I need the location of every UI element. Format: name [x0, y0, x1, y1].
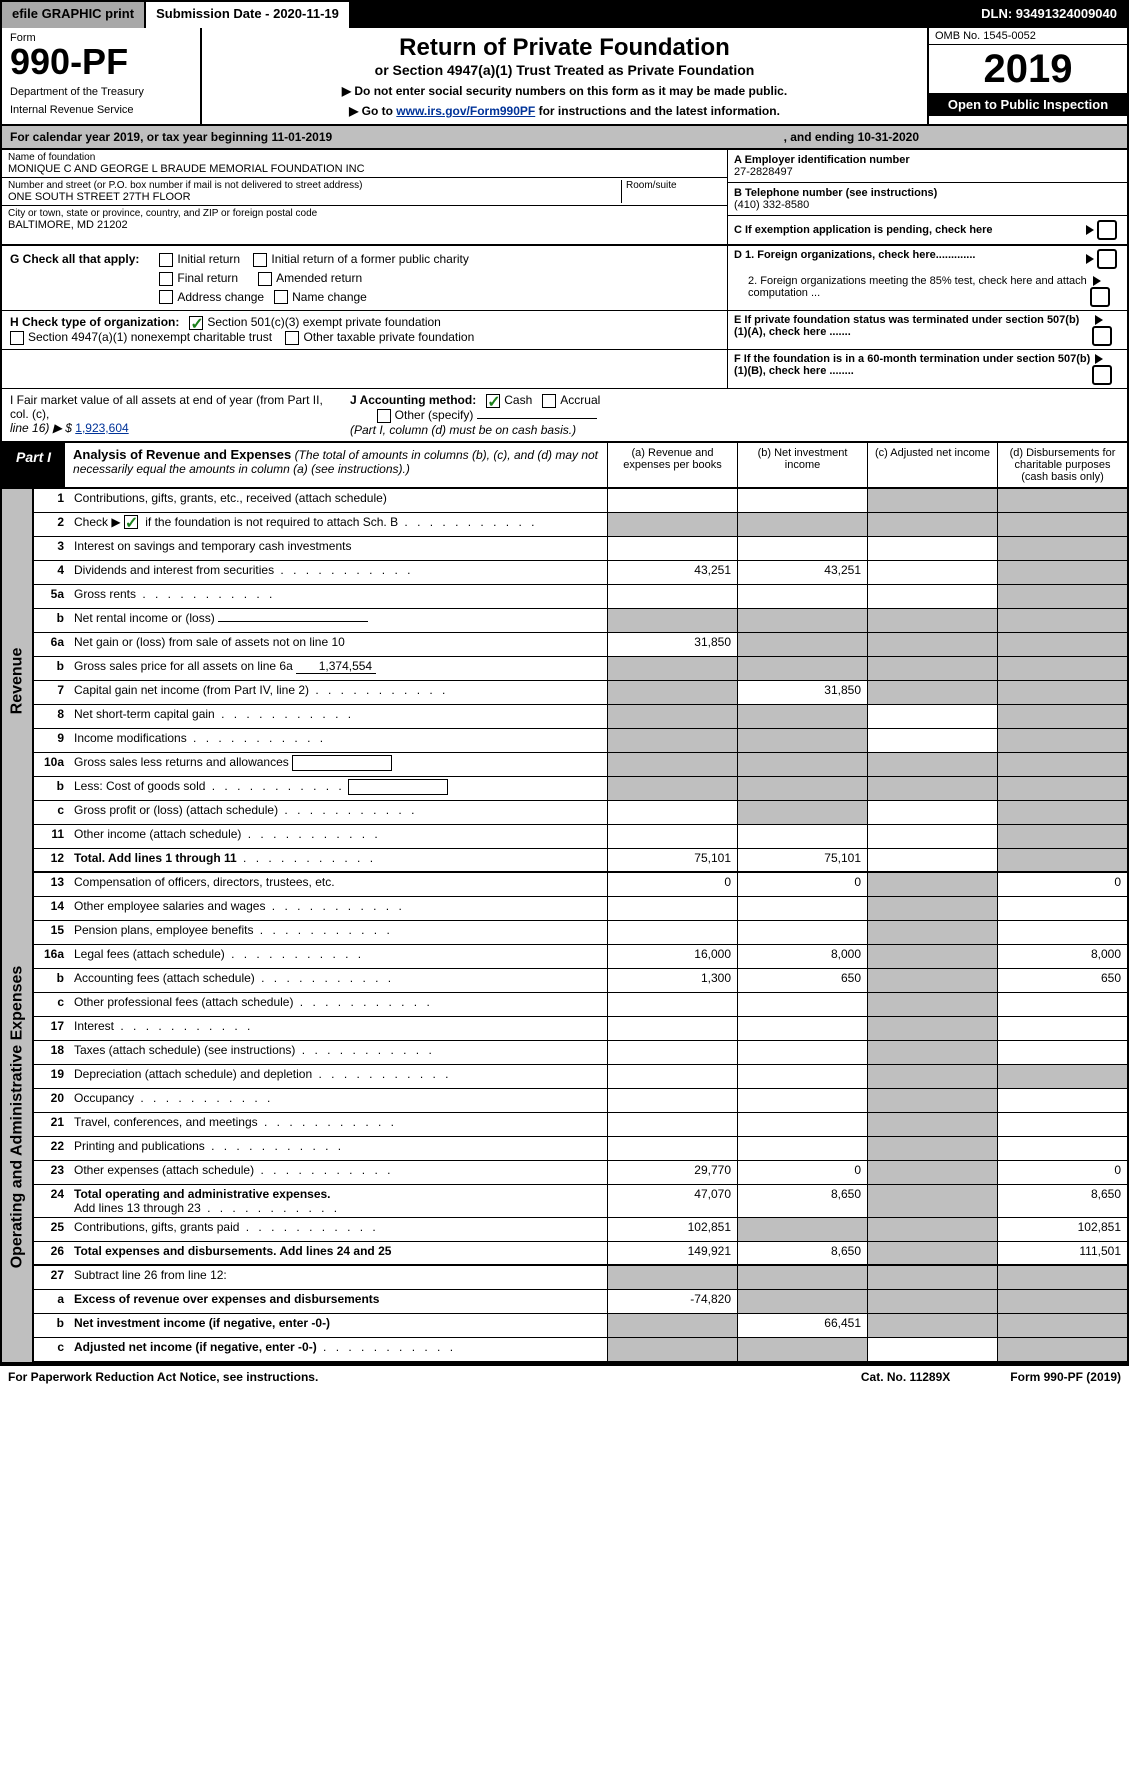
expenses-side: Operating and Administrative Expenses [8, 966, 26, 1269]
name-label: Name of foundation [8, 152, 721, 163]
g-label: G Check all that apply: [10, 252, 139, 304]
calendar-row: For calendar year 2019, or tax year begi… [2, 126, 1127, 150]
h-other-taxable[interactable] [285, 331, 299, 345]
addr-label: Number and street (or P.O. box number if… [8, 180, 621, 191]
telephone: (410) 332-8580 [734, 199, 809, 211]
f-checkbox[interactable] [1092, 365, 1112, 385]
revenue-side: Revenue [8, 647, 26, 714]
j-label: J Accounting method: [350, 393, 476, 407]
tri-icon [1095, 354, 1103, 364]
col-b: (b) Net investment income [737, 443, 867, 487]
goto-note: ▶ Go to www.irs.gov/Form990PF for instru… [212, 104, 917, 118]
h-501c3[interactable] [189, 316, 203, 330]
e-checkbox[interactable] [1092, 326, 1112, 346]
i-value: 1,923,604 [75, 421, 128, 435]
city-label: City or town, state or province, country… [8, 208, 721, 219]
col-d: (d) Disbursements for charitable purpose… [997, 443, 1127, 487]
g-initial[interactable] [159, 253, 173, 267]
footer-left: For Paperwork Reduction Act Notice, see … [8, 1370, 318, 1384]
ssn-note: ▶ Do not enter social security numbers o… [212, 84, 917, 98]
address: ONE SOUTH STREET 27TH FLOOR [8, 191, 621, 203]
h-4947[interactable] [10, 331, 24, 345]
d2-checkbox[interactable] [1090, 287, 1110, 307]
d2-label: 2. Foreign organizations meeting the 85%… [748, 275, 1090, 299]
tax-year: 2019 [929, 45, 1127, 93]
form-title: Return of Private Foundation [212, 34, 917, 62]
tri-icon [1093, 276, 1101, 286]
j-note: (Part I, column (d) must be on cash basi… [350, 423, 576, 437]
g-initial-former[interactable] [253, 253, 267, 267]
irs-link[interactable]: www.irs.gov/Form990PF [396, 104, 535, 118]
tri-icon [1086, 225, 1094, 235]
e-label: E If private foundation status was termi… [734, 314, 1092, 338]
g-amended[interactable] [258, 272, 272, 286]
ein-label: A Employer identification number [734, 154, 910, 166]
i-label: I Fair market value of all assets at end… [10, 393, 323, 421]
h-label: H Check type of organization: [10, 315, 179, 329]
form-subtitle: or Section 4947(a)(1) Trust Treated as P… [212, 62, 917, 78]
part1-label: Part I [2, 443, 65, 487]
foundation-name: MONIQUE C AND GEORGE L BRAUDE MEMORIAL F… [8, 163, 721, 175]
col-c: (c) Adjusted net income [867, 443, 997, 487]
submission-date: Submission Date - 2020-11-19 [146, 2, 351, 28]
c-checkbox[interactable] [1097, 220, 1117, 240]
room-label: Room/suite [626, 180, 721, 191]
tri-icon [1095, 315, 1103, 325]
dept: Department of the Treasury [10, 86, 192, 98]
footer-form: Form 990-PF (2019) [1010, 1370, 1121, 1384]
city: BALTIMORE, MD 21202 [8, 219, 721, 231]
tri-icon [1086, 254, 1094, 264]
sch-b-check[interactable] [124, 515, 138, 529]
j-accrual[interactable] [542, 394, 556, 408]
f-label: F If the foundation is in a 60-month ter… [734, 353, 1092, 377]
ein: 27-2828497 [734, 166, 793, 178]
d1-label: D 1. Foreign organizations, check here..… [734, 249, 975, 261]
c-label: C If exemption application is pending, c… [734, 224, 993, 236]
irs: Internal Revenue Service [10, 104, 192, 116]
g-name-change[interactable] [274, 290, 288, 304]
g-final[interactable] [159, 272, 173, 286]
cat-no: Cat. No. 11289X [861, 1370, 950, 1384]
j-other[interactable] [377, 409, 391, 423]
form-number: 990-PF [10, 44, 192, 80]
col-a: (a) Revenue and expenses per books [607, 443, 737, 487]
tel-label: B Telephone number (see instructions) [734, 187, 937, 199]
open-public: Open to Public Inspection [929, 93, 1127, 116]
efile-button[interactable]: efile GRAPHIC print [2, 2, 146, 28]
g-addr-change[interactable] [159, 290, 173, 304]
dln: DLN: 93491324009040 [971, 2, 1127, 28]
d1-checkbox[interactable] [1097, 249, 1117, 269]
j-cash[interactable] [486, 394, 500, 408]
omb: OMB No. 1545-0052 [929, 28, 1127, 45]
part1-title: Analysis of Revenue and Expenses [73, 447, 291, 462]
